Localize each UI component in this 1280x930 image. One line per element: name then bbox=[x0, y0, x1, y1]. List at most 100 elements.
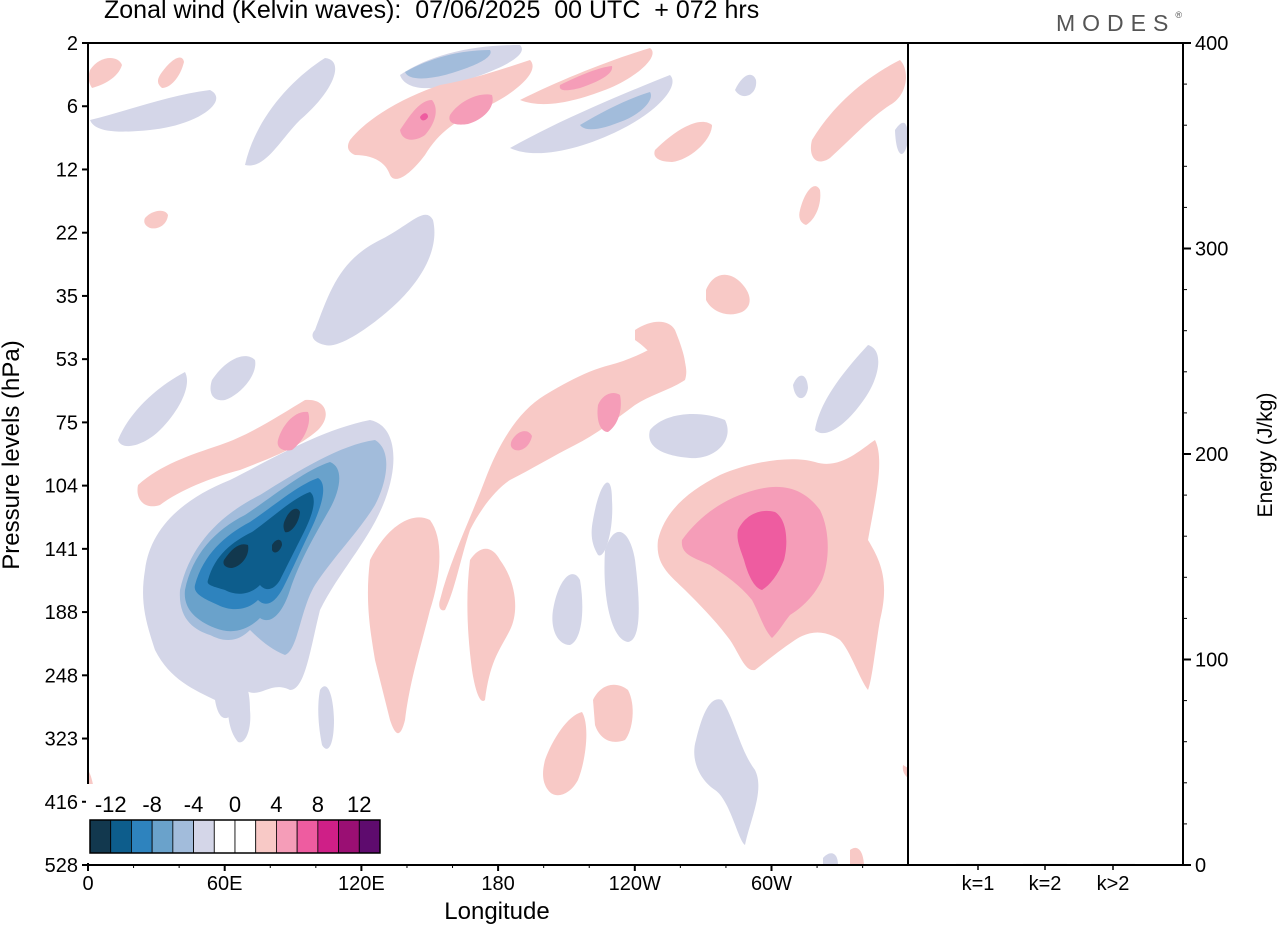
y-tick-label: 188 bbox=[45, 602, 78, 624]
colorbar-swatch bbox=[110, 819, 132, 854]
contour-neg bbox=[90, 90, 217, 132]
contour-neg bbox=[694, 699, 759, 845]
energy-bar bbox=[956, 863, 1000, 866]
contour-neg bbox=[591, 482, 613, 556]
contour-pos bbox=[449, 94, 493, 125]
contour-neg bbox=[815, 345, 879, 434]
y-tick-label: 35 bbox=[56, 286, 78, 308]
colorbar-swatch bbox=[358, 819, 381, 854]
contour-pos bbox=[277, 411, 310, 451]
contour-neg bbox=[118, 372, 188, 447]
energy-tick-label: 300 bbox=[1195, 239, 1228, 261]
contour-pos bbox=[144, 210, 168, 229]
y-tick-label: 75 bbox=[56, 412, 78, 434]
modes-logo: MODES® bbox=[1056, 10, 1182, 37]
contour-neg bbox=[245, 58, 336, 166]
y-tick-label: 323 bbox=[45, 729, 78, 751]
colorbar-label: 8 bbox=[312, 792, 324, 817]
energy-tick-label: 0 bbox=[1195, 855, 1206, 877]
y-tick-label: 528 bbox=[45, 855, 78, 877]
x-tick-label: 120W bbox=[609, 873, 661, 895]
contour-neg bbox=[223, 544, 249, 568]
colorbar-swatch bbox=[193, 819, 215, 854]
colorbar-swatch bbox=[213, 819, 236, 854]
y-tick-label: 416 bbox=[45, 792, 78, 814]
y-tick-label: 2 bbox=[67, 33, 78, 55]
contour-pos bbox=[902, 765, 908, 778]
contour-neg bbox=[228, 679, 251, 743]
contour-neg bbox=[735, 74, 757, 97]
colorbar-swatch bbox=[338, 819, 360, 854]
contour-neg bbox=[895, 122, 908, 154]
contour-pos bbox=[367, 517, 440, 734]
colorbar-swatch bbox=[255, 819, 277, 854]
colorbar-label: -12 bbox=[95, 792, 127, 817]
contour-neg bbox=[405, 50, 491, 79]
contour-neg bbox=[510, 75, 673, 154]
contour-pos bbox=[467, 548, 516, 701]
colorbar-label: 4 bbox=[270, 792, 282, 817]
contour-pos bbox=[597, 393, 621, 432]
colorbar-swatch bbox=[234, 819, 257, 854]
brand-text: MODES bbox=[1056, 10, 1176, 36]
contour-neg bbox=[312, 214, 435, 346]
contour-neg bbox=[210, 356, 256, 401]
contour-neg bbox=[580, 92, 651, 130]
contour-neg bbox=[604, 531, 639, 642]
colorbar-label: -8 bbox=[142, 792, 162, 817]
contour-pos bbox=[850, 847, 864, 865]
contour-pos bbox=[654, 121, 712, 162]
colorbar-swatch bbox=[172, 819, 194, 854]
contour-pos bbox=[137, 399, 326, 507]
colorbar-frame bbox=[89, 819, 381, 854]
contour-pos bbox=[510, 431, 532, 451]
x-tick-label: 0 bbox=[82, 873, 93, 895]
contour-neg bbox=[649, 414, 728, 459]
contour-neg bbox=[272, 539, 282, 553]
y-tick-label: 53 bbox=[56, 349, 78, 371]
contour-pos bbox=[157, 57, 184, 88]
colorbar-swatch bbox=[276, 819, 298, 854]
y-tick-label: 248 bbox=[45, 665, 78, 687]
contour-pos bbox=[420, 113, 428, 121]
x-tick-label: 120E bbox=[338, 873, 385, 895]
contour-pos bbox=[559, 66, 613, 91]
contour-pos bbox=[593, 684, 633, 742]
colorbar-label: 12 bbox=[347, 792, 371, 817]
x-axis-label: Longitude bbox=[444, 898, 550, 925]
brand-mark: ® bbox=[1175, 10, 1182, 20]
contour-pos bbox=[439, 340, 687, 611]
chart-title: Zonal wind (Kelvin waves): 07/06/2025 00… bbox=[104, 0, 760, 24]
y-tick-label: 6 bbox=[67, 96, 78, 118]
energy-category-label: k>2 bbox=[1097, 873, 1130, 895]
colorbar-swatch bbox=[296, 819, 319, 854]
y-tick-label: 141 bbox=[45, 539, 78, 561]
colorbar-swatch bbox=[151, 819, 174, 854]
contour-pos bbox=[810, 60, 906, 162]
y-tick-label: 12 bbox=[56, 159, 78, 181]
colorbar-label: -4 bbox=[184, 792, 204, 817]
energy-tick-label: 200 bbox=[1195, 444, 1228, 466]
y-tick-label: 104 bbox=[45, 476, 78, 498]
contour-pos bbox=[706, 274, 750, 315]
energy-category-label: k=2 bbox=[1029, 873, 1062, 895]
contour-neg bbox=[552, 574, 583, 645]
colorbar-swatch bbox=[89, 819, 112, 854]
y-tick-label: 22 bbox=[56, 223, 78, 245]
energy-bar bbox=[1091, 863, 1135, 866]
contour-pos bbox=[799, 186, 821, 225]
contour-pos bbox=[737, 510, 787, 590]
contour-pos bbox=[400, 100, 436, 140]
colorbar-swatch bbox=[131, 819, 153, 854]
energy-frame bbox=[907, 42, 1184, 866]
energy-tick-label: 100 bbox=[1195, 650, 1228, 672]
energy-bar bbox=[1023, 863, 1067, 866]
contour-pos bbox=[543, 712, 587, 796]
contour-neg bbox=[318, 686, 334, 749]
x-tick-label: 60W bbox=[751, 873, 792, 895]
energy-tick-label: 400 bbox=[1195, 33, 1228, 55]
contour-neg bbox=[793, 375, 808, 399]
wind-contours bbox=[88, 45, 908, 865]
x-tick-label: 180 bbox=[481, 873, 514, 895]
